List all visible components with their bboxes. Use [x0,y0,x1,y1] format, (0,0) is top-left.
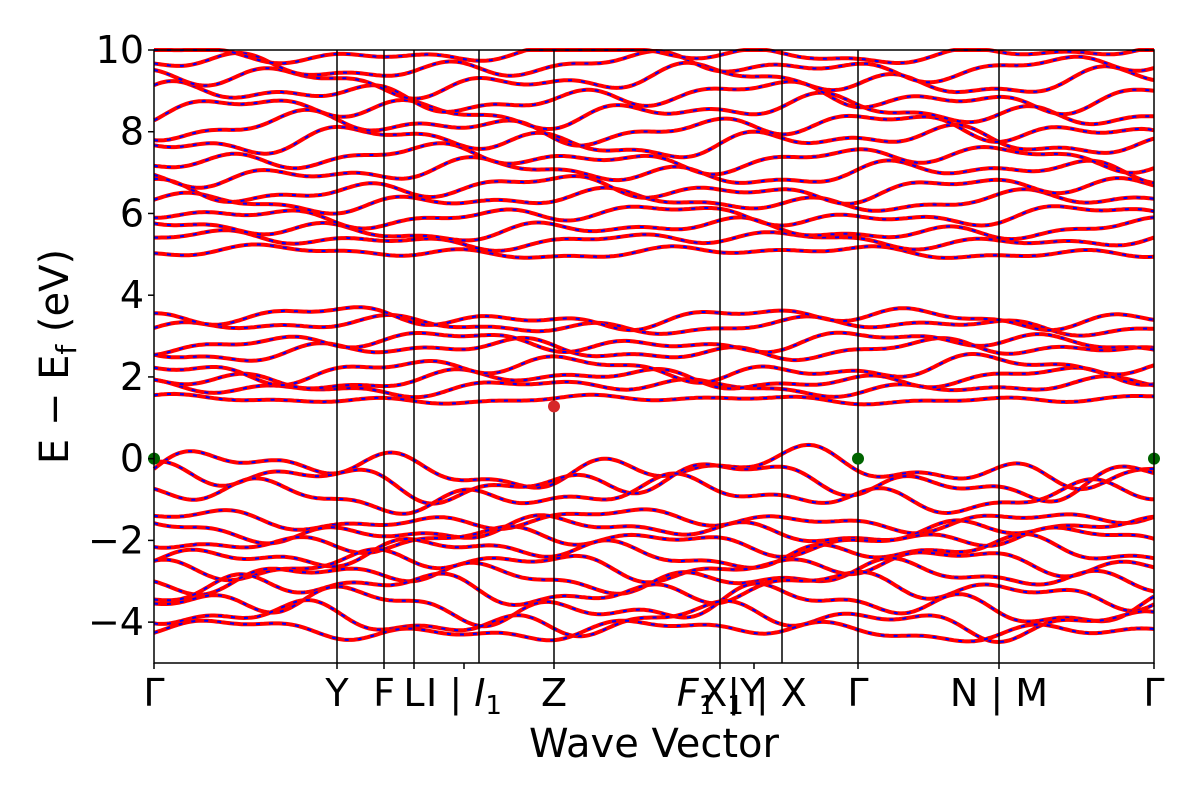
band-line-spin-down [153,557,1155,596]
cbm-marker [548,400,560,413]
x-tick-label: Γ [847,671,868,715]
band-line-spin-up [153,90,1154,131]
x-tick-label: N | M [950,671,1048,716]
band-line-spin-up [153,313,1154,338]
band-line-spin-down [153,49,1155,84]
band-line-spin-down [153,599,1155,644]
plot-frame [153,49,1155,664]
x-tick-label: Z [541,671,567,715]
y-tick-label: −2 [88,518,144,562]
band-line-spin-up [153,60,1155,101]
x-tick-label: Γ [143,671,164,715]
x-axis-label: Wave Vector [529,721,780,767]
x-tick-label: Γ [1143,671,1164,715]
y-tick-label: −4 [88,600,144,644]
band-line-spin-down [153,156,1155,189]
band-line-spin-down [153,175,1155,205]
band-line-spin-down [153,472,1154,515]
vbm-marker [852,452,864,465]
y-axis-label: E − Ef (eV) [32,249,83,464]
band-line-spin-up [153,122,1155,160]
band-line-spin-down [153,80,1155,116]
band-line-spin-down [153,514,1155,545]
band-line-spin-up [153,471,1154,516]
band-line-spin-down [153,142,1155,176]
band-edge-markers [148,400,1160,465]
y-tick-label: 4 [120,273,144,317]
x-tick-label: F1 |Y [677,671,764,721]
y-tick-label: 6 [120,191,144,235]
y-axis-ticks: −4 −2 0 2 4 6 8 10 [88,28,154,644]
band-line-spin-up [153,155,1155,190]
band-line-spin-up [153,598,1155,645]
band-line-spin-down [154,306,1155,332]
band-line-spin-down [153,216,1155,242]
band-line-spin-down [153,331,1155,356]
band-line-spin-up [153,459,1155,506]
band-line-spin-down [153,186,1155,215]
band-line-spin-down [153,392,1155,406]
y-tick-label: 2 [120,355,144,399]
band-line-spin-up [153,581,1155,629]
band-line-spin-down [153,353,1155,387]
band-line-spin-down [154,49,1154,65]
x-tick-label: F [373,671,395,715]
band-line-spin-up [152,442,1154,492]
band-line-spin-down [154,229,1155,252]
band-lines [152,48,1155,645]
y-tick-label: 8 [120,110,144,154]
band-line-spin-down [153,582,1155,628]
y-tick-label: 0 [120,437,144,481]
x-tick-label: X1 | X [701,671,807,721]
band-line-spin-up [153,242,1155,260]
x-tick-label: Y [324,671,349,715]
band-line-spin-down [153,548,1155,584]
x-tick-label: L [403,671,424,715]
band-line-spin-down [153,205,1155,230]
x-tick-label: I | I1 [426,671,502,721]
band-line-spin-down [153,570,1155,612]
band-line-spin-up [153,391,1155,407]
band-line-spin-up [153,352,1155,388]
band-line-spin-down [153,619,1155,643]
y-tick-label: 10 [96,28,144,72]
high-symmetry-lines [336,50,1000,663]
